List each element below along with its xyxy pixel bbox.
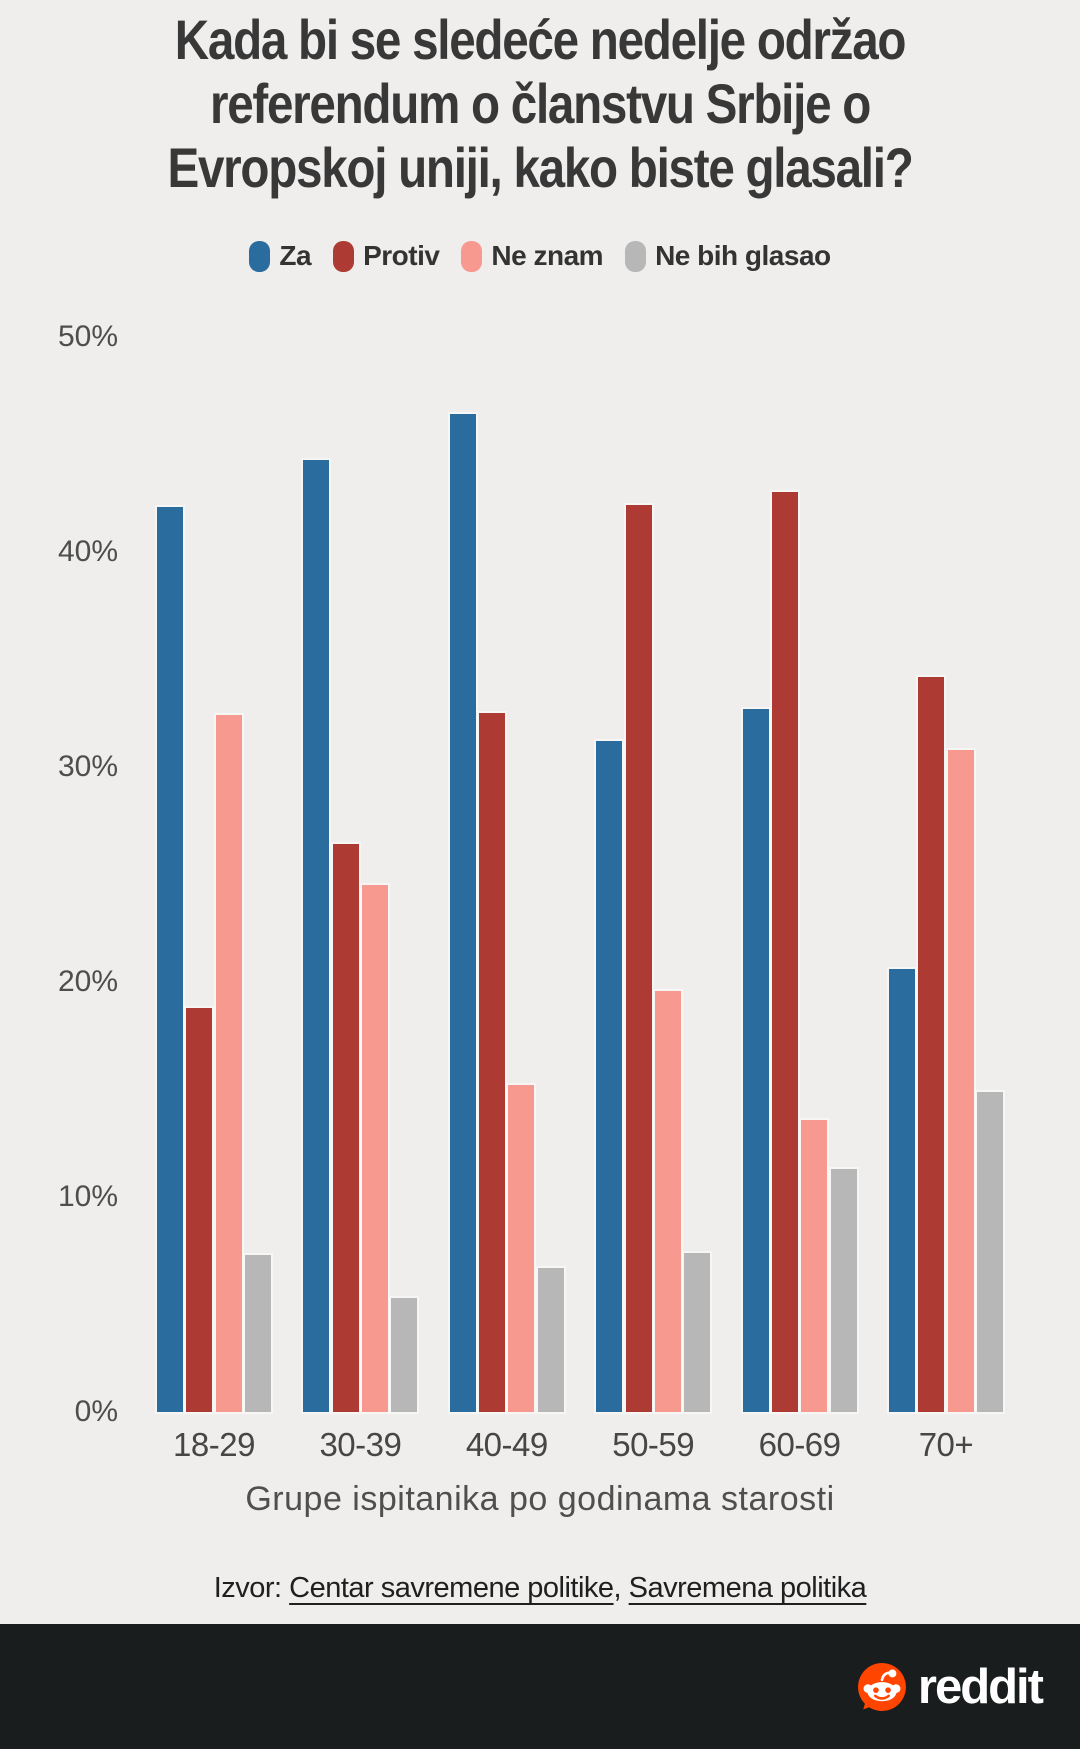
legend-label-ne-bih-glasao: Ne bih glasao — [655, 240, 831, 271]
bar-za-30-39 — [303, 459, 330, 1412]
bar-za-40-49 — [449, 414, 476, 1412]
x-axis-label: Grupe ispitanika po godinama starosti — [245, 1480, 835, 1518]
legend-label-ne-znam: Ne znam — [491, 240, 604, 271]
footer-band: reddit — [0, 1624, 1080, 1749]
bar-ne-bih-glasao-50-59 — [684, 1252, 711, 1412]
legend-label-za: Za — [279, 240, 312, 271]
y-axis-tick-40: 40% — [57, 535, 118, 568]
chart-title: Kada bi se sledeće nedelje održao refere… — [81, 8, 999, 200]
bar-group-30-39: 30-39 — [303, 337, 418, 1463]
y-axis-tick-50: 50% — [57, 320, 118, 353]
bar-za-60-69 — [742, 708, 769, 1412]
bar-group-50-59: 50-59 — [596, 337, 711, 1463]
x-axis-tick-60-69: 60-69 — [758, 1426, 841, 1463]
legend-swatch-ne-bih-glasao-icon — [625, 240, 647, 272]
source-line: Izvor: Centar savremene politike, Savrem… — [0, 1572, 1080, 1605]
source-link-savremena-politika[interactable]: Savremena politika — [628, 1572, 867, 1604]
bar-ne-bih-glasao-30-39 — [391, 1298, 418, 1412]
legend-swatch-ne-znam-icon — [461, 240, 483, 272]
bar-ne-znam-50-59 — [654, 990, 681, 1412]
x-axis-tick-18-29: 18-29 — [173, 1426, 255, 1463]
y-axis-tick-0: 0% — [74, 1395, 118, 1428]
source-separator: , — [613, 1572, 629, 1604]
bar-protiv-18-29 — [186, 1007, 213, 1412]
bar-ne-bih-glasao-70+ — [976, 1091, 1003, 1412]
legend-item-protiv: Protiv — [333, 240, 440, 272]
chart-title-line-2: referendum o članstvu Srbije o — [209, 72, 871, 135]
bar-protiv-30-39 — [332, 844, 359, 1412]
bar-protiv-40-49 — [479, 713, 506, 1412]
bar-ne-znam-70+ — [947, 749, 974, 1412]
bar-protiv-50-59 — [625, 504, 652, 1412]
bar-ne-znam-30-39 — [362, 885, 389, 1412]
bar-group-18-29: 18-29 — [157, 337, 271, 1463]
chart-title-line-3: Evropskoj uniji, kako biste glasali? — [167, 136, 913, 199]
bar-ne-znam-18-29 — [215, 715, 242, 1412]
bar-group-40-49: 40-49 — [449, 337, 564, 1463]
chart-title-line-1: Kada bi se sledeće nedelje održao — [174, 8, 907, 71]
x-axis-tick-70+: 70+ — [918, 1426, 974, 1463]
bar-ne-bih-glasao-60-69 — [830, 1169, 857, 1412]
bar-ne-bih-glasao-18-29 — [244, 1255, 271, 1412]
y-axis-tick-30: 30% — [57, 750, 118, 783]
plot-area: 18-29 30-39 40-49 50-59 60-69 70+ — [157, 337, 1003, 1463]
reddit-snoo-icon — [857, 1662, 906, 1711]
bar-protiv-60-69 — [771, 491, 798, 1412]
bar-ne-bih-glasao-40-49 — [537, 1267, 564, 1412]
x-axis-tick-40-49: 40-49 — [465, 1426, 548, 1463]
reddit-logo: reddit — [857, 1659, 1044, 1715]
y-axis-tick-20: 20% — [57, 965, 118, 998]
reddit-wordmark: reddit — [917, 1659, 1044, 1714]
bar-protiv-70+ — [918, 676, 945, 1412]
source-prefix: Izvor: — [213, 1572, 290, 1604]
bar-za-50-59 — [596, 741, 623, 1412]
bar-za-70+ — [888, 969, 915, 1412]
legend-label-protiv: Protiv — [363, 240, 440, 271]
bar-ne-znam-60-69 — [801, 1119, 828, 1412]
legend-item-za: Za — [249, 240, 312, 272]
y-axis-tick-10: 10% — [57, 1180, 118, 1213]
x-axis-tick-50-59: 50-59 — [612, 1426, 695, 1463]
legend: Za Protiv Ne znam Ne bih glasao — [0, 240, 1080, 272]
legend-swatch-za-icon — [249, 240, 271, 272]
legend-item-ne-znam: Ne znam — [461, 240, 604, 272]
legend-item-ne-bih-glasao: Ne bih glasao — [625, 240, 831, 272]
bar-group-70+: 70+ — [888, 337, 1003, 1463]
legend-swatch-protiv-icon — [333, 240, 355, 272]
bar-za-18-29 — [157, 506, 183, 1412]
source-link-centar-savremene-politike[interactable]: Centar savremene politike — [289, 1572, 614, 1604]
bar-group-60-69: 60-69 — [742, 337, 857, 1463]
x-axis-tick-30-39: 30-39 — [319, 1426, 402, 1463]
bar-ne-znam-40-49 — [508, 1085, 535, 1412]
